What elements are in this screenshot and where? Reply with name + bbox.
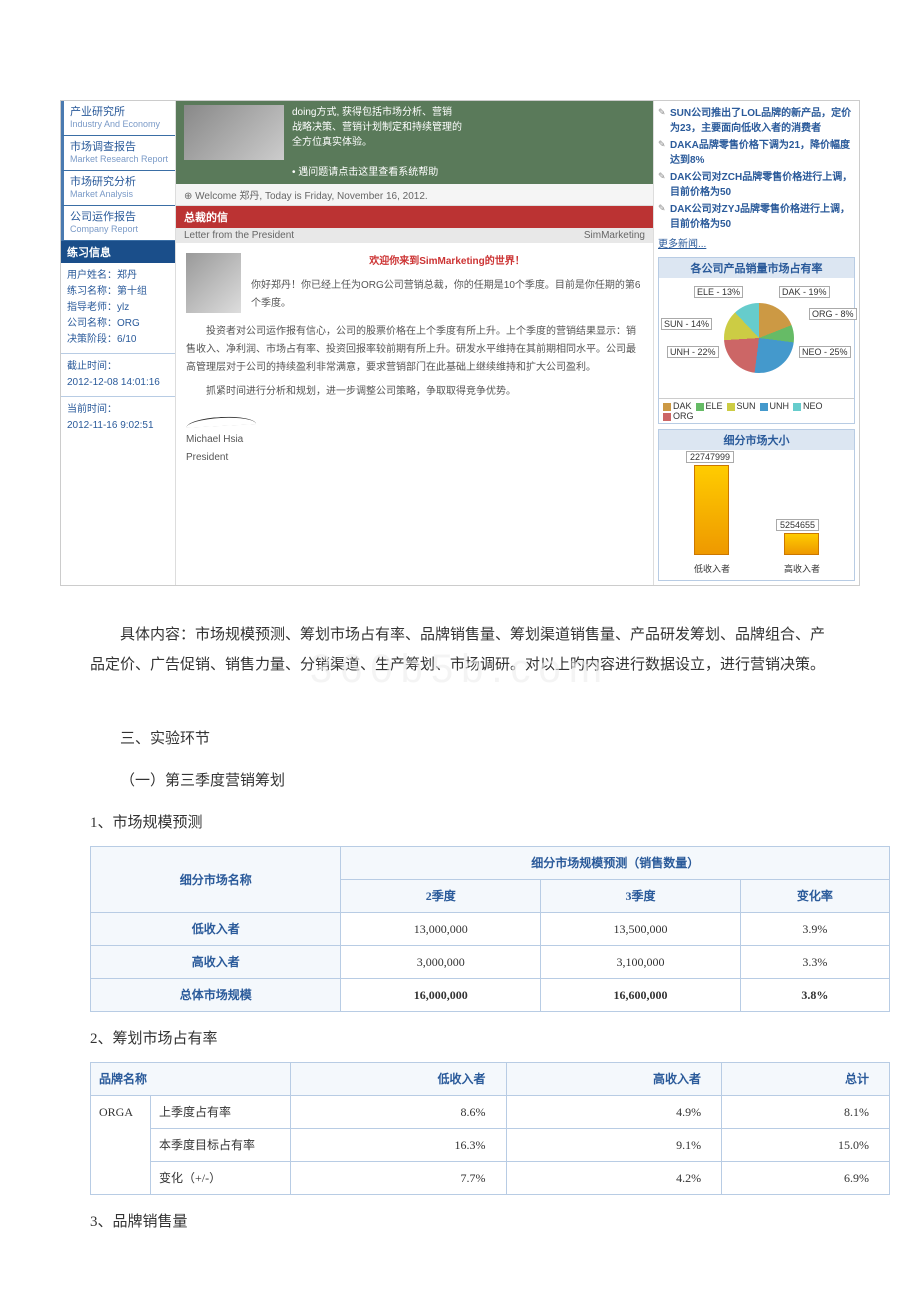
legend-item: ELE xyxy=(696,401,723,411)
bar xyxy=(694,465,729,555)
pie-area: ELE - 13% DAK - 19% ORG - 8% NEO - 25% UNH -… xyxy=(659,278,854,398)
letter-paragraph-1: 投资者对公司运作报有信心，公司的股票价格在上个季度有所上升。上个季度的营销结果显… xyxy=(186,323,643,377)
pie-label: ORG - 8% xyxy=(809,308,857,320)
heading-2: 2、筹划市场占有率 xyxy=(90,1024,830,1054)
more-news-link[interactable]: 更多新闻... xyxy=(658,233,855,252)
letter-greeting: 你好郑丹！你已经上任为ORG公司营销总裁，你的任期是10个季度。目前是你任期的第… xyxy=(251,277,643,313)
pie-chart-box: 各公司产品销量市场占有率 ELE - 13% DAK - 19% ORG - 8% N… xyxy=(658,257,855,424)
bar-area: 22747999 低收入者 5254655 高收入者 xyxy=(659,450,854,580)
bar xyxy=(784,533,819,555)
president-avatar xyxy=(186,253,241,313)
legend-item: SUN xyxy=(727,401,756,411)
deadline-value: 2012-12-08 14:01:16 xyxy=(67,375,169,391)
pie-graphic xyxy=(724,303,794,373)
table-market-forecast: 细分市场名称细分市场规模预测（销售数量）2季度3季度变化率低收入者13,000,… xyxy=(90,846,890,1012)
banner-text: doing方式, 获得包括市场分析、营销战略决策、营销计划制定和持续管理的全方位… xyxy=(292,105,645,180)
sidebar-section[interactable]: 公司运作报告Company Report xyxy=(61,206,175,241)
letter-body: 欢迎你来到SimMarketing的世界！ 你好郑丹！你已经上任为ORG公司营销… xyxy=(176,243,653,477)
table-market-share: 品牌名称低收入者高收入者总计ORGA上季度占有率8.6%4.9%8.1%本季度目… xyxy=(90,1062,890,1195)
now-label: 当前时间： xyxy=(67,402,169,418)
sidebar-deadline: 截止时间： 2012-12-08 14:01:16 xyxy=(61,354,175,397)
sidebar: 产业研究所Industry And Economy市场调查报告Market Re… xyxy=(61,101,176,585)
now-value: 2012-11-16 9:02:51 xyxy=(67,418,169,434)
sidebar-section[interactable]: 市场调查报告Market Research Report xyxy=(61,136,175,171)
center-column: doing方式, 获得包括市场分析、营销战略决策、营销计划制定和持续管理的全方位… xyxy=(176,101,654,585)
legend-item: ORG xyxy=(663,411,694,421)
app-screenshot: 产业研究所Industry And Economy市场调查报告Market Re… xyxy=(60,100,860,586)
sidebar-info-header: 练习信息 xyxy=(61,241,175,263)
bar-value-label: 5254655 xyxy=(776,519,819,531)
bar-chart-box: 细分市场大小 22747999 低收入者 5254655 高收入者 xyxy=(658,429,855,581)
banner-image xyxy=(184,105,284,160)
signer-title: President xyxy=(186,449,643,467)
signature-image xyxy=(186,409,266,429)
news-list: SUN公司推出了LOL品牌的新产品，定价为23，主要面向低收入者的消费者DAKA… xyxy=(658,105,855,233)
letter-header: 总裁的信 xyxy=(176,206,653,228)
heading-3: 3、品牌销售量 xyxy=(90,1207,830,1237)
bar-value-label: 22747999 xyxy=(686,451,734,463)
pie-label: ELE - 13% xyxy=(694,286,743,298)
heading-q3: （一）第三季度营销筹划 xyxy=(90,766,830,796)
banner: doing方式, 获得包括市场分析、营销战略决策、营销计划制定和持续管理的全方位… xyxy=(176,101,653,184)
legend-item: NEO xyxy=(793,401,823,411)
right-column: SUN公司推出了LOL品牌的新产品，定价为23，主要面向低收入者的消费者DAKA… xyxy=(654,101,859,585)
doc-paragraph-content: 具体内容：市场规模预测、筹划市场占有率、品牌销售量、筹划渠道销售量、产品研发筹划… xyxy=(90,620,830,680)
legend-item: UNH xyxy=(760,401,790,411)
letter-sub-left: Letter from the President xyxy=(184,230,294,241)
letter-paragraph-2: 抓紧时间进行分析和规划，进一步调整公司策略，争取取得竞争优势。 xyxy=(186,383,643,401)
pie-chart-title: 各公司产品销量市场占有率 xyxy=(659,258,854,278)
pie-label: UNH - 22% xyxy=(667,346,719,358)
sidebar-section[interactable]: 市场研究分析Market Analysis xyxy=(61,171,175,206)
news-item[interactable]: DAK公司对ZCH品牌零售价格进行上调，目前价格为50 xyxy=(658,169,855,201)
pie-label: NEO - 25% xyxy=(799,346,851,358)
news-item[interactable]: SUN公司推出了LOL品牌的新产品，定价为23，主要面向低收入者的消费者 xyxy=(658,105,855,137)
letter-subheader: Letter from the President SimMarketing xyxy=(176,228,653,243)
pie-label: DAK - 19% xyxy=(779,286,830,298)
sidebar-user-info: 用户姓名：郑丹练习名称：第十组指导老师：ylz公司名称：ORG决策阶段：6/10 xyxy=(61,263,175,354)
welcome-bar: ⊕ Welcome 郑丹, Today is Friday, November … xyxy=(176,184,653,206)
signer-name: Michael Hsia xyxy=(186,431,643,449)
document-body: 具体内容：市场规模预测、筹划市场占有率、品牌销售量、筹划渠道销售量、产品研发筹划… xyxy=(60,606,860,1255)
heading-1: 1、市场规模预测 xyxy=(90,808,830,838)
pie-label: SUN - 14% xyxy=(661,318,712,330)
letter-sub-right: SimMarketing xyxy=(584,230,645,241)
sidebar-section[interactable]: 产业研究所Industry And Economy xyxy=(61,101,175,136)
heading-experiment: 三、实验环节 xyxy=(90,724,830,754)
pie-legend: DAK ELE SUN UNHNEO ORG xyxy=(659,398,854,423)
legend-item: DAK xyxy=(663,401,692,411)
sidebar-now: 当前时间： 2012-11-16 9:02:51 xyxy=(61,397,175,439)
bar-x-label: 高收入者 xyxy=(777,562,827,575)
letter-title: 欢迎你来到SimMarketing的世界！ xyxy=(251,253,643,271)
bar-chart-title: 细分市场大小 xyxy=(659,430,854,450)
news-item[interactable]: DAK公司对ZYJ品牌零售价格进行上调，目前价格为50 xyxy=(658,201,855,233)
news-item[interactable]: DAKA品牌零售价格下调为21，降价幅度达到8% xyxy=(658,137,855,169)
deadline-label: 截止时间： xyxy=(67,359,169,375)
bar-x-label: 低收入者 xyxy=(687,562,737,575)
